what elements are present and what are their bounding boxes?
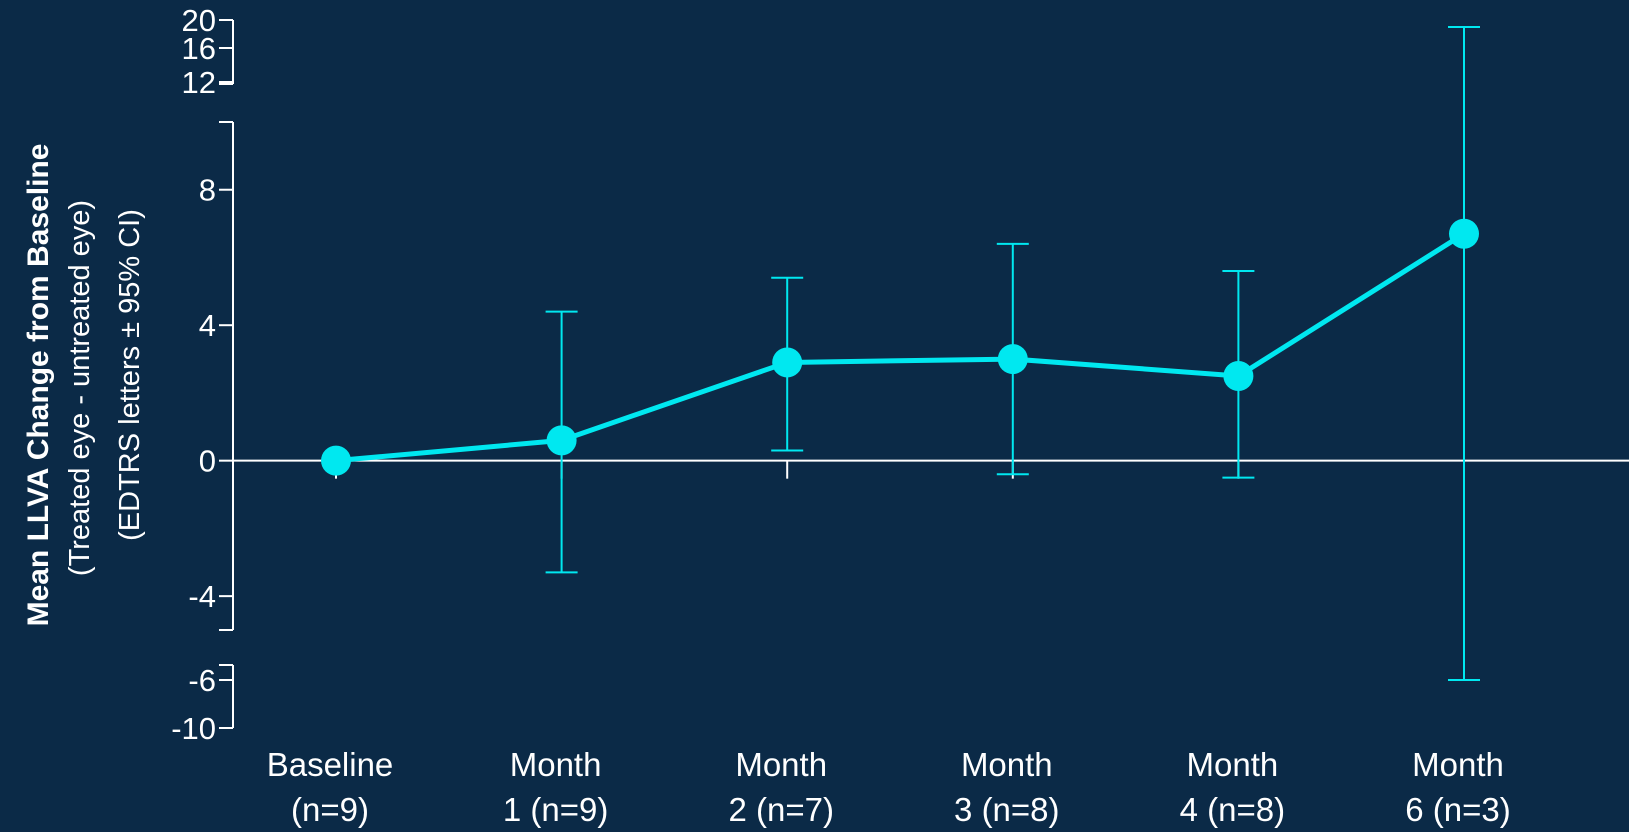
x-tick-label: Month [1187, 746, 1279, 783]
y-axis-title-sub-2: (EDTRS letters ± 95% CI) [114, 209, 146, 541]
x-tick-label: 4 (n=8) [1180, 791, 1285, 828]
y-axis-title-main: Mean LLVA Change from Baseline [22, 144, 55, 627]
y-tick-label: 20 [182, 3, 216, 38]
data-point [1223, 361, 1254, 391]
y-tick-label: -6 [188, 663, 216, 698]
x-tick-label: 1 (n=9) [503, 791, 608, 828]
y-tick-label: -4 [188, 579, 216, 614]
data-point [321, 445, 351, 476]
x-tick-label: Baseline [267, 746, 394, 783]
data-point [772, 347, 803, 378]
y-tick-label: 16 [182, 31, 216, 66]
y-axis-title: Mean LLVA Change from Baseline (Treated … [22, 144, 146, 627]
axes [219, 20, 1629, 728]
x-tick-label: Month [1412, 746, 1504, 783]
y-tick-label: 0 [199, 444, 216, 479]
x-tick-label: 3 (n=8) [954, 791, 1059, 828]
y-tick-label: 4 [199, 308, 216, 343]
series-line [335, 231, 1466, 464]
y-tick-label: 12 [182, 65, 216, 100]
data-point [546, 425, 577, 456]
x-tick-label: Month [735, 746, 827, 783]
series-path [335, 231, 1466, 464]
x-tick-label: (n=9) [291, 791, 369, 828]
data-points [321, 218, 1479, 476]
x-tick-label: 2 (n=7) [728, 791, 833, 828]
x-tick-label: Month [510, 746, 602, 783]
data-point [997, 344, 1028, 375]
x-axis-labels: Baseline (n=9) Month 1 (n=9) Month 2 (n=7) Mon… [267, 460, 1511, 828]
y-axis-title-sub-1: (Treated eye - untreated eye) [64, 200, 96, 576]
y-tick-label: 8 [199, 173, 216, 208]
x-tick-label: 6 (n=3) [1405, 791, 1510, 828]
data-point [1449, 218, 1479, 249]
y-tick-label: -10 [171, 711, 216, 746]
x-tick-label: Month [961, 746, 1053, 783]
